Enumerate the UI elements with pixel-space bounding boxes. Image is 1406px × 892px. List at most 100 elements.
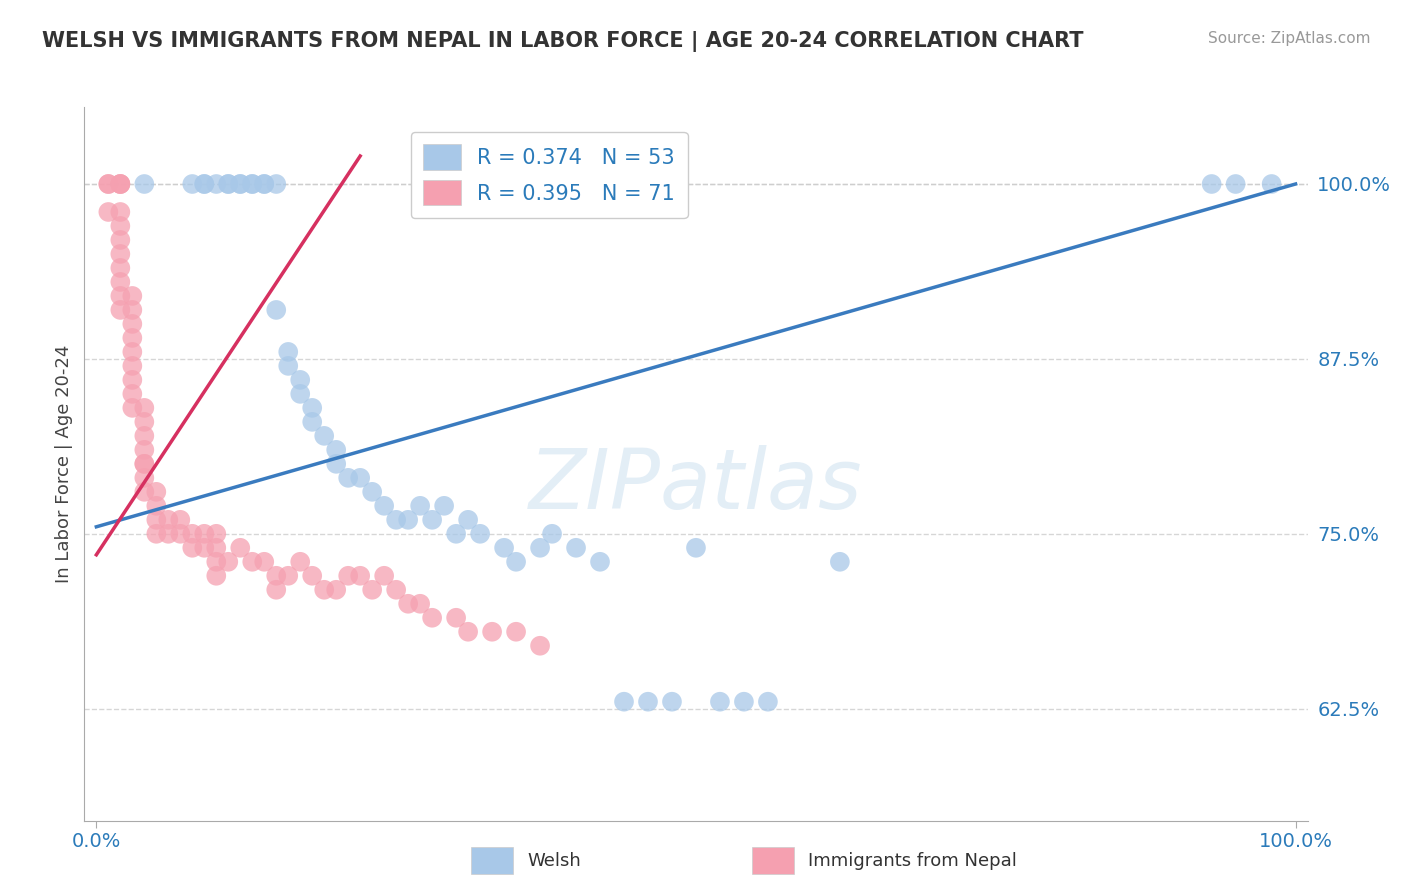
Y-axis label: In Labor Force | Age 20-24: In Labor Force | Age 20-24 [55, 344, 73, 583]
Point [157, 513, 180, 527]
Point [181, 526, 204, 541]
Point [468, 526, 491, 541]
Point [264, 568, 287, 582]
Point [337, 471, 360, 485]
Point [169, 526, 191, 541]
Point [193, 177, 215, 191]
Point [121, 373, 143, 387]
Point [97, 177, 120, 191]
Point [314, 429, 336, 443]
Point [97, 205, 120, 219]
Point [325, 582, 347, 597]
Point [110, 177, 132, 191]
Point [229, 177, 252, 191]
Point [134, 457, 156, 471]
Point [420, 513, 443, 527]
Point [396, 597, 419, 611]
Point [277, 345, 299, 359]
Point [373, 499, 395, 513]
Point [240, 177, 263, 191]
Point [277, 359, 299, 373]
Point [661, 695, 683, 709]
Point [290, 387, 312, 401]
Point [337, 568, 360, 582]
Legend: R = 0.374   N = 53, R = 0.395   N = 71: R = 0.374 N = 53, R = 0.395 N = 71 [411, 132, 688, 218]
Point [205, 568, 228, 582]
Point [134, 401, 156, 415]
Point [110, 289, 132, 303]
Point [457, 513, 479, 527]
Point [229, 177, 252, 191]
Point [541, 526, 564, 541]
Point [325, 442, 347, 457]
Point [433, 499, 456, 513]
Point [1225, 177, 1247, 191]
Point [264, 302, 287, 317]
Point [181, 541, 204, 555]
Point [385, 513, 408, 527]
Point [110, 247, 132, 261]
Point [110, 177, 132, 191]
Point [229, 541, 252, 555]
Point [481, 624, 503, 639]
Point [121, 302, 143, 317]
Point [709, 695, 731, 709]
Point [253, 177, 276, 191]
Point [505, 555, 527, 569]
Point [240, 177, 263, 191]
Point [301, 415, 323, 429]
Text: Source: ZipAtlas.com: Source: ZipAtlas.com [1208, 31, 1371, 46]
Point [1260, 177, 1282, 191]
Point [637, 695, 659, 709]
Point [145, 484, 167, 499]
Point [134, 471, 156, 485]
Point [290, 373, 312, 387]
Point [301, 401, 323, 415]
Point [169, 513, 191, 527]
Point [217, 177, 239, 191]
Point [253, 177, 276, 191]
Point [685, 541, 707, 555]
Point [134, 415, 156, 429]
Point [277, 568, 299, 582]
Point [828, 555, 851, 569]
Point [361, 484, 384, 499]
Point [301, 568, 323, 582]
Point [217, 177, 239, 191]
Point [121, 359, 143, 373]
Point [145, 513, 167, 527]
Point [396, 513, 419, 527]
Point [134, 457, 156, 471]
Point [420, 611, 443, 625]
Point [205, 541, 228, 555]
Point [733, 695, 755, 709]
Text: Immigrants from Nepal: Immigrants from Nepal [808, 852, 1018, 870]
Point [217, 555, 239, 569]
Point [134, 442, 156, 457]
Point [157, 526, 180, 541]
Point [253, 555, 276, 569]
Point [193, 526, 215, 541]
Point [134, 177, 156, 191]
Text: Welsh: Welsh [527, 852, 581, 870]
Point [110, 205, 132, 219]
Point [181, 177, 204, 191]
Point [529, 541, 551, 555]
Point [205, 555, 228, 569]
Point [349, 471, 371, 485]
Point [529, 639, 551, 653]
Point [264, 177, 287, 191]
Point [264, 582, 287, 597]
Point [409, 499, 432, 513]
Point [240, 555, 263, 569]
Point [110, 177, 132, 191]
Point [325, 457, 347, 471]
Text: WELSH VS IMMIGRANTS FROM NEPAL IN LABOR FORCE | AGE 20-24 CORRELATION CHART: WELSH VS IMMIGRANTS FROM NEPAL IN LABOR … [42, 31, 1084, 53]
Point [110, 275, 132, 289]
Point [361, 582, 384, 597]
Point [110, 302, 132, 317]
Point [385, 582, 408, 597]
Point [205, 177, 228, 191]
Point [1201, 177, 1223, 191]
Point [145, 499, 167, 513]
